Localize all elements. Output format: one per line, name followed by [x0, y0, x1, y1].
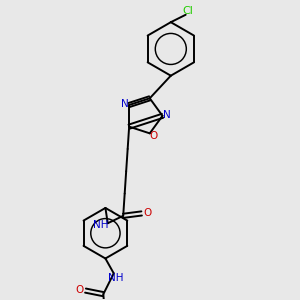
- Text: NH: NH: [94, 220, 109, 230]
- Text: O: O: [149, 131, 158, 141]
- Text: N: N: [121, 99, 129, 109]
- Text: Cl: Cl: [182, 6, 193, 16]
- Text: O: O: [143, 208, 152, 218]
- Text: N: N: [163, 110, 170, 120]
- Text: NH: NH: [108, 272, 123, 283]
- Text: O: O: [75, 285, 84, 295]
